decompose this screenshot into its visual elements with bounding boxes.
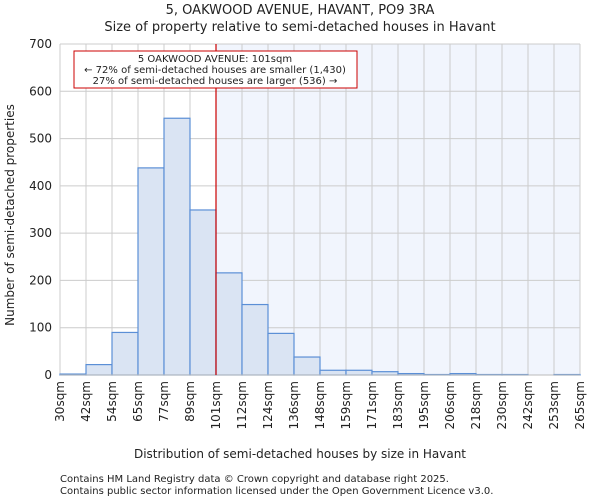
footer-line-2: Contains public sector information licen… [60, 486, 493, 497]
y-tick-label: 400 [29, 179, 52, 193]
x-tick-label: 42sqm [79, 381, 93, 422]
annotation-box: 5 OAKWOOD AVENUE: 101sqm ← 72% of semi-d… [74, 51, 357, 88]
x-tick-label: 253sqm [547, 381, 561, 429]
x-tick-label: 230sqm [495, 381, 509, 429]
x-tick-label: 206sqm [443, 381, 457, 429]
x-tick-label: 65sqm [131, 381, 145, 422]
chart-title: 5, OAKWOOD AVENUE, HAVANT, PO9 3RA [166, 3, 435, 18]
x-tick-label: 195sqm [417, 381, 431, 429]
annotation-line-3: 27% of semi-detached houses are larger (… [93, 76, 338, 87]
histogram-bar [190, 210, 216, 375]
x-tick-label: 218sqm [469, 381, 483, 429]
histogram-bar [294, 357, 320, 375]
x-tick-label: 136sqm [287, 381, 301, 429]
histogram-bar [242, 305, 268, 375]
x-tick-label: 265sqm [573, 381, 587, 429]
y-axis-label: Number of semi-detached properties [3, 104, 17, 326]
y-tick-label: 200 [29, 273, 52, 287]
histogram-bar [86, 365, 112, 375]
x-tick-label: 101sqm [209, 381, 223, 429]
histogram-bar [164, 118, 190, 375]
x-tick-label: 54sqm [105, 381, 119, 422]
x-tick-label: 148sqm [313, 381, 327, 429]
histogram-bar [216, 273, 242, 375]
x-tick-label: 89sqm [183, 381, 197, 422]
annotation-line-1: 5 OAKWOOD AVENUE: 101sqm [138, 54, 292, 65]
histogram-bar [346, 370, 372, 375]
annotation-line-2: ← 72% of semi-detached houses are smalle… [84, 65, 346, 76]
y-tick-label: 0 [44, 368, 52, 382]
histogram-bar [320, 370, 346, 375]
y-tick-label: 100 [29, 321, 52, 335]
histogram-bar [138, 168, 164, 375]
x-axis-label: Distribution of semi-detached houses by … [134, 447, 466, 461]
x-tick-label: 30sqm [53, 381, 67, 422]
x-tick-label: 242sqm [521, 381, 535, 429]
y-tick-label: 300 [29, 226, 52, 240]
y-tick-label: 600 [29, 84, 52, 98]
x-tick-label: 159sqm [339, 381, 353, 429]
footer-line-1: Contains HM Land Registry data © Crown c… [60, 474, 449, 485]
histogram-bar [112, 332, 138, 375]
x-tick-label: 171sqm [365, 381, 379, 429]
y-tick-label: 500 [29, 132, 52, 146]
y-tick-label: 700 [29, 37, 52, 51]
x-tick-label: 124sqm [261, 381, 275, 429]
x-tick-label: 112sqm [235, 381, 249, 429]
chart-subtitle: Size of property relative to semi-detach… [104, 20, 495, 35]
histogram-bar [268, 333, 294, 375]
x-tick-label: 77sqm [157, 381, 171, 422]
x-tick-label: 183sqm [391, 381, 405, 429]
